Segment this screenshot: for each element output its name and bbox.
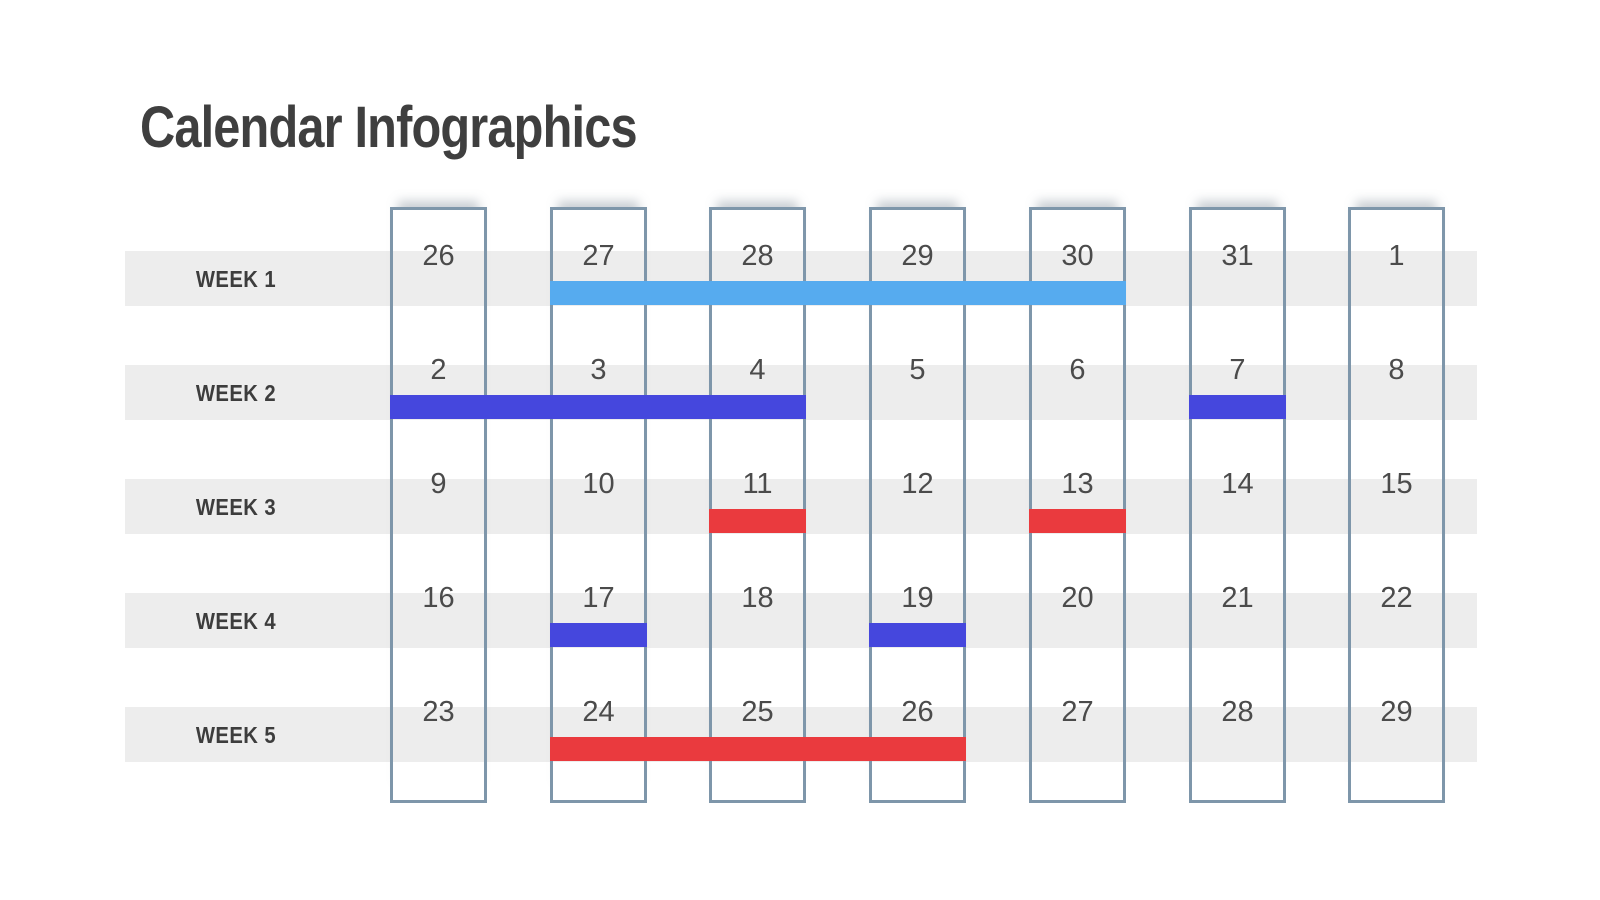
- day-number: 29: [901, 240, 934, 272]
- day-number: 13: [1061, 468, 1094, 500]
- event-bar: [550, 737, 966, 761]
- day-number: 1: [1388, 240, 1405, 272]
- day-number: 19: [901, 582, 934, 614]
- day-column: [1189, 207, 1286, 803]
- event-bar: [709, 509, 806, 533]
- week-label: WEEK 4: [195, 608, 277, 634]
- day-number: 18: [741, 582, 774, 614]
- day-number: 7: [1229, 354, 1246, 386]
- week-label: WEEK 5: [195, 722, 277, 748]
- day-number: 28: [741, 240, 774, 272]
- day-column: [709, 207, 806, 803]
- week-row-band: [125, 593, 1477, 648]
- day-number: 16: [422, 582, 455, 614]
- week-label: WEEK 3: [195, 494, 277, 520]
- day-number: 14: [1221, 468, 1254, 500]
- event-bar: [550, 623, 647, 647]
- day-number: 4: [749, 354, 766, 386]
- day-number: 21: [1221, 582, 1254, 614]
- day-number: 26: [422, 240, 455, 272]
- day-number: 26: [901, 696, 934, 728]
- day-column: [869, 207, 966, 803]
- day-number: 25: [741, 696, 774, 728]
- week-label: WEEK 1: [195, 266, 277, 292]
- day-column: [390, 207, 487, 803]
- day-number: 27: [582, 240, 615, 272]
- event-bar: [1029, 509, 1126, 533]
- day-number: 8: [1388, 354, 1405, 386]
- day-number: 3: [590, 354, 607, 386]
- day-number: 10: [582, 468, 615, 500]
- day-number: 28: [1221, 696, 1254, 728]
- event-bar: [550, 281, 1126, 305]
- day-column: [550, 207, 647, 803]
- day-number: 29: [1380, 696, 1413, 728]
- event-bar: [390, 395, 806, 419]
- day-number: 22: [1380, 582, 1413, 614]
- day-number: 6: [1069, 354, 1086, 386]
- event-bar: [1189, 395, 1286, 419]
- day-number: 20: [1061, 582, 1094, 614]
- day-number: 15: [1380, 468, 1413, 500]
- event-bar: [869, 623, 966, 647]
- day-number: 31: [1221, 240, 1254, 272]
- day-number: 12: [901, 468, 934, 500]
- day-number: 5: [909, 354, 926, 386]
- page-title: Calendar Infographics: [140, 95, 638, 160]
- day-number: 27: [1061, 696, 1094, 728]
- day-number: 11: [742, 468, 773, 500]
- day-number: 23: [422, 696, 455, 728]
- week-label: WEEK 2: [195, 380, 277, 406]
- day-number: 17: [582, 582, 615, 614]
- day-number: 24: [582, 696, 615, 728]
- day-number: 2: [430, 354, 447, 386]
- day-number: 9: [430, 468, 447, 500]
- day-column: [1348, 207, 1445, 803]
- day-number: 30: [1061, 240, 1094, 272]
- day-column: [1029, 207, 1126, 803]
